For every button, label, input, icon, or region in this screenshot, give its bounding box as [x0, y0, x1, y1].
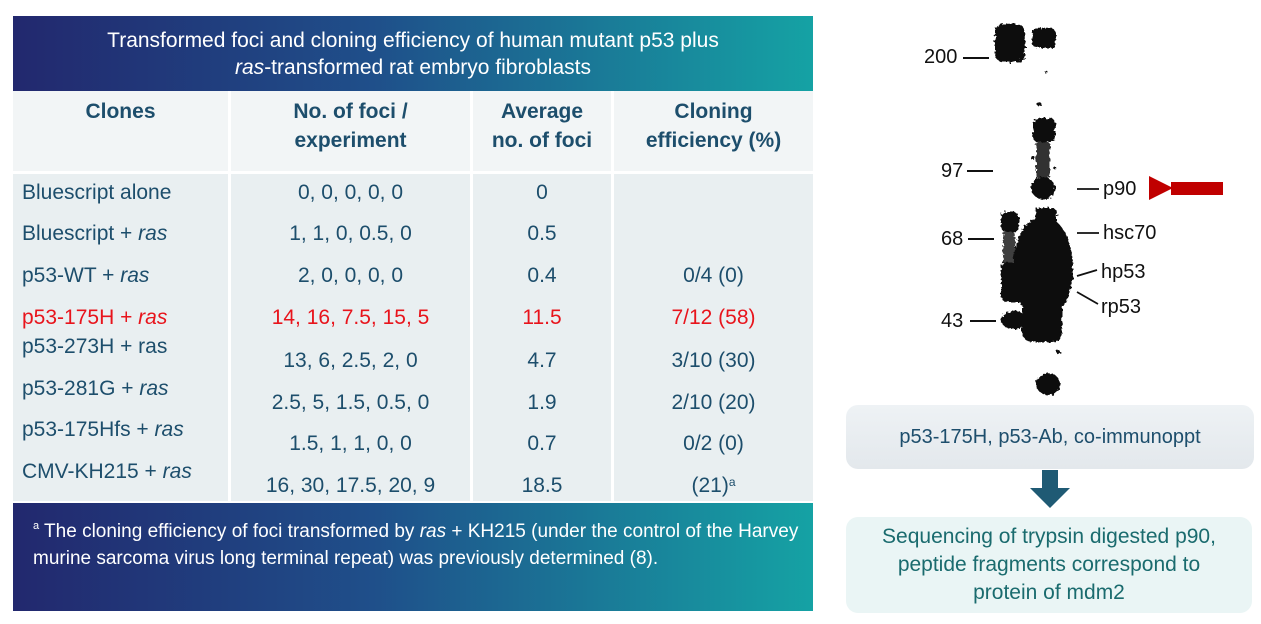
header-avg-line1: Average [500, 100, 584, 123]
band-label-p90: p90 [1103, 178, 1137, 200]
footnote-marker: a [33, 520, 40, 532]
p90-arrow-icon [1149, 176, 1223, 200]
flow-step2-line3: protein of mdm2 [973, 581, 1125, 604]
clone-name-cell: p53-273H + ras [22, 334, 227, 360]
header-efficiency: Cloning efficiency (%) [614, 91, 813, 171]
footnote-ras-italic: ras [419, 521, 447, 542]
average-foci-cell: 0 [536, 181, 548, 204]
header-divider [13, 171, 813, 174]
header-clones: Clones [13, 91, 228, 171]
marker-label-43: 43 [941, 310, 964, 332]
cloning-efficiency-cell: (21)a [614, 473, 813, 499]
header-clones-label: Clones [85, 100, 156, 123]
foci-cell: 13, 6, 2.5, 2, 0 [283, 349, 418, 372]
header-foci-line2: experiment [294, 129, 407, 152]
cloning-efficiency-cell: 3/10 (30) [614, 348, 813, 374]
flow-step1-text: p53-175H, p53-Ab, co-immunoppt [899, 425, 1201, 448]
average-foci-cell: 0.5 [527, 222, 557, 245]
clone-name-cell: p53-281G + ras [22, 376, 227, 402]
foci-cell: 14, 16, 7.5, 15, 5 [271, 306, 430, 329]
clone-name-italic: ras [162, 460, 192, 483]
footnote-text-after: + KH215 (under the control of the Harvey… [33, 521, 799, 569]
flow-step-sequencing: Sequencing of trypsin digested p90, pept… [846, 517, 1252, 613]
clone-name-italic: ras [138, 306, 168, 329]
cloning-efficiency-text: 0/4 (0) [683, 264, 744, 287]
band-label-hp53: hp53 [1101, 261, 1146, 283]
blot-bands [995, 24, 1073, 395]
footnote-marker: a [728, 475, 736, 489]
clone-name-text: p53-273H + ras [22, 335, 168, 358]
clone-name-text: p53-WT + [22, 264, 121, 287]
clone-name-italic: ras [139, 377, 169, 400]
flow-step2-line2: peptide fragments correspond to [897, 553, 1201, 576]
cloning-efficiency-text: 2/10 (20) [671, 391, 756, 414]
header-foci: No. of foci / experiment [231, 91, 470, 171]
marker-label-97: 97 [941, 160, 964, 182]
foci-cell: 2, 0, 0, 0, 0 [297, 264, 404, 287]
flow-step-coimmunoprecipitation: p53-175H, p53-Ab, co-immunoppt [846, 405, 1254, 469]
blot-image [963, 24, 1223, 395]
clone-name-text: Bluescript alone [22, 181, 172, 204]
table-title-line2: ras-transformed rat embryo fibroblasts [13, 54, 813, 81]
cloning-efficiency-cell: 7/12 (58) [614, 305, 813, 331]
table-title-bar: Transformed foci and cloning efficiency … [13, 16, 813, 91]
foci-cell: 16, 30, 17.5, 20, 9 [265, 474, 436, 497]
clone-name-italic: ras [138, 222, 168, 245]
header-eff-line1: Cloning [674, 100, 753, 123]
clone-name-text: p53-175Hfs + [22, 418, 155, 441]
foci-cell: 1, 1, 0, 0.5, 0 [289, 222, 412, 245]
clone-name-text: CMV-KH215 + [22, 460, 163, 483]
column-divider [228, 91, 231, 501]
average-foci-cell: 11.5 [522, 306, 562, 329]
clone-name-text: p53-175H + [22, 306, 139, 329]
cloning-efficiency-text: 3/10 (30) [671, 349, 756, 372]
foci-cell: 0, 0, 0, 0, 0 [297, 181, 404, 204]
table-footnote: a The cloning efficiency of foci transfo… [13, 503, 813, 611]
header-average: Average no. of foci [473, 91, 611, 171]
cloning-efficiency-cell: 0/2 (0) [614, 431, 813, 457]
table-title-line1: Transformed foci and cloning efficiency … [107, 28, 719, 52]
cloning-efficiency-text: 7/12 (58) [671, 306, 756, 329]
average-foci-cell: 0.7 [527, 432, 557, 455]
clone-name-text: Bluescript + [22, 222, 139, 245]
clone-name-cell: p53-175Hfs + ras [22, 417, 227, 443]
clone-name-italic: ras [120, 264, 150, 287]
average-foci-cell: 18.5 [521, 474, 563, 497]
title-ras-italic: ras [235, 55, 265, 79]
clone-name-text: p53-281G + [22, 377, 140, 400]
header-avg-line2: no. of foci [491, 129, 593, 152]
band-label-hsc70: hsc70 [1103, 222, 1157, 244]
clone-name-cell: Bluescript + ras [22, 221, 227, 247]
down-arrow-icon [1030, 470, 1070, 508]
column-divider [611, 91, 614, 501]
cloning-efficiency-text: 0/2 (0) [683, 432, 744, 455]
cloning-efficiency-cell: 2/10 (20) [614, 390, 813, 416]
clone-name-cell: p53-WT + ras [22, 263, 227, 289]
average-foci-cell: 1.9 [527, 391, 557, 414]
data-table: Clones No. of foci / experiment Average … [13, 91, 813, 501]
foci-cell: 1.5, 1, 1, 0, 0 [289, 432, 412, 455]
marker-label-200: 200 [924, 46, 958, 68]
title-line2-rest: -transformed rat embryo fibroblasts [264, 55, 591, 79]
marker-label-68: 68 [941, 228, 964, 250]
average-foci-cell: 4.7 [527, 349, 557, 372]
cloning-efficiency-text: (21) [691, 474, 729, 497]
average-foci-cell: 0.4 [527, 264, 557, 287]
clone-name-cell: Bluescript alone [22, 180, 227, 206]
band-pointers [1076, 188, 1099, 305]
flow-step2-line1: Sequencing of trypsin digested p90, [882, 525, 1216, 548]
footnote-text-before: The cloning efficiency of foci transform… [39, 521, 420, 542]
cloning-efficiency-cell: 0/4 (0) [614, 263, 813, 289]
marker-ticks [963, 57, 996, 322]
clone-name-cell: CMV-KH215 + ras [22, 459, 227, 485]
header-eff-line2: efficiency (%) [645, 129, 782, 152]
foci-cell: 2.5, 5, 1.5, 0.5, 0 [271, 391, 430, 414]
clone-name-italic: ras [154, 418, 184, 441]
header-foci-line1: No. of foci / [293, 100, 408, 123]
clone-name-cell: p53-175H + ras [22, 305, 227, 331]
band-label-rp53: rp53 [1101, 296, 1142, 318]
column-divider [470, 91, 473, 501]
